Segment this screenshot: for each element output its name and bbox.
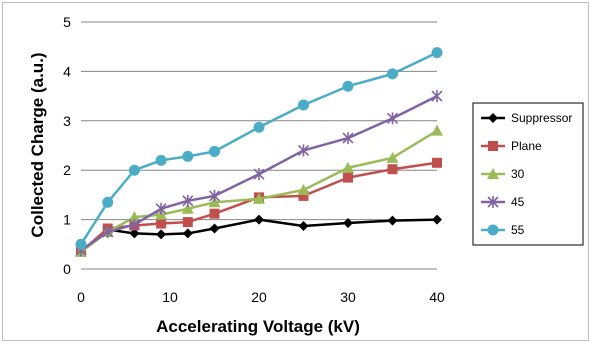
data-point bbox=[128, 164, 140, 176]
legend-label: Suppressor bbox=[511, 111, 572, 125]
data-point bbox=[254, 214, 264, 225]
data-point bbox=[209, 208, 220, 219]
data-point bbox=[431, 124, 443, 136]
data-point bbox=[298, 190, 309, 201]
data-point bbox=[253, 168, 265, 181]
legend-items: Suppressor Plane 30 45 55 bbox=[481, 111, 572, 237]
data-point bbox=[432, 157, 442, 168]
series-45 bbox=[75, 90, 443, 257]
data-point bbox=[297, 144, 310, 157]
data-point bbox=[128, 218, 140, 231]
x-axis-title: Accelerating Voltage (kV) bbox=[156, 317, 360, 336]
x-tick-label: 20 bbox=[251, 289, 267, 305]
data-point bbox=[102, 196, 114, 208]
data-point bbox=[181, 202, 194, 214]
data-point bbox=[432, 214, 442, 225]
data-point bbox=[431, 47, 443, 59]
x-axis-ticks: 0 10 20 30 40 bbox=[77, 289, 445, 305]
legend-label: 55 bbox=[511, 223, 525, 237]
legend-item: Suppressor bbox=[481, 111, 572, 125]
data-point bbox=[343, 218, 353, 229]
legend-marker bbox=[487, 168, 499, 179]
data-point bbox=[182, 217, 193, 228]
data-point bbox=[387, 215, 398, 226]
series-30 bbox=[75, 124, 443, 257]
series-lines bbox=[75, 47, 443, 257]
data-point bbox=[182, 228, 193, 239]
data-point bbox=[297, 183, 310, 195]
data-point bbox=[342, 132, 354, 145]
x-tick-label: 30 bbox=[340, 289, 356, 305]
legend-label: 45 bbox=[511, 195, 525, 209]
data-point bbox=[155, 202, 167, 215]
y-tick-label: 3 bbox=[63, 113, 71, 129]
legend-marker bbox=[487, 224, 499, 236]
legend: Suppressor Plane 30 45 55 bbox=[472, 102, 584, 246]
data-point bbox=[156, 229, 167, 240]
legend-item: 30 bbox=[481, 167, 525, 181]
legend-marker bbox=[488, 141, 498, 151]
data-point bbox=[209, 223, 220, 234]
data-point bbox=[209, 145, 220, 157]
data-point bbox=[156, 218, 167, 229]
data-point bbox=[387, 164, 398, 175]
data-point bbox=[342, 161, 354, 173]
y-tick-label: 4 bbox=[63, 63, 71, 79]
data-point bbox=[342, 80, 354, 92]
legend-marker bbox=[487, 196, 499, 208]
data-point bbox=[182, 194, 194, 207]
data-point bbox=[253, 121, 265, 133]
data-point bbox=[155, 154, 167, 166]
x-tick-label: 10 bbox=[162, 289, 178, 305]
data-point bbox=[102, 225, 114, 238]
data-point bbox=[431, 90, 443, 103]
legend-item: 45 bbox=[481, 195, 525, 209]
data-point bbox=[386, 112, 399, 125]
legend-label: 30 bbox=[511, 167, 525, 181]
legend-item: 55 bbox=[481, 223, 525, 237]
y-tick-label: 5 bbox=[63, 14, 71, 30]
y-tick-label: 1 bbox=[63, 212, 71, 228]
data-point bbox=[387, 68, 398, 80]
legend-marker bbox=[488, 113, 498, 123]
data-point bbox=[208, 189, 221, 202]
gridlines bbox=[81, 21, 437, 221]
data-point bbox=[182, 150, 194, 162]
series-55 bbox=[75, 47, 443, 250]
data-point bbox=[253, 192, 265, 204]
data-point bbox=[386, 151, 399, 163]
data-point bbox=[75, 238, 87, 250]
y-tick-label: 0 bbox=[63, 261, 71, 277]
x-tick-label: 40 bbox=[429, 289, 445, 305]
legend-label: Plane bbox=[511, 139, 542, 153]
data-point bbox=[298, 99, 309, 111]
x-tick-label: 0 bbox=[77, 289, 85, 305]
data-point bbox=[298, 221, 309, 232]
y-tick-label: 2 bbox=[63, 162, 71, 178]
y-axis-title: Collected Charge (a.u.) bbox=[28, 52, 47, 237]
y-axis-ticks: 0 1 2 3 4 5 bbox=[63, 14, 71, 277]
data-point bbox=[129, 228, 140, 239]
plot-area: 0 10 20 30 40 0 1 2 3 4 5 bbox=[63, 14, 445, 305]
data-point bbox=[343, 172, 353, 183]
data-point bbox=[128, 211, 141, 223]
legend-item: Plane bbox=[481, 139, 542, 153]
